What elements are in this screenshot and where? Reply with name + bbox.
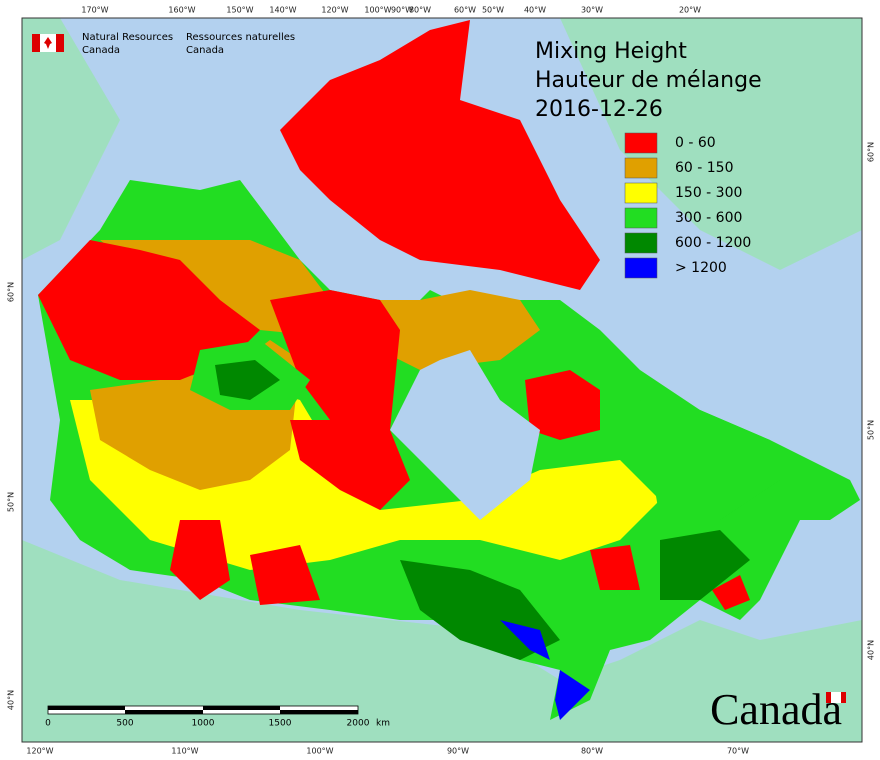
top-graticule-label: 60°W <box>454 6 476 15</box>
left-graticule-label: 50°N <box>7 492 16 512</box>
bottom-graticule-label: 100°W <box>306 747 333 756</box>
mixing-region <box>712 575 750 610</box>
left-graticule-label: 40°N <box>7 690 16 710</box>
scale-bar: km <box>47 705 390 729</box>
flag-bar <box>56 34 64 52</box>
maple-leaf <box>44 37 52 49</box>
legend-swatch <box>624 157 658 179</box>
legend-label: 150 - 300 <box>675 185 742 201</box>
wordmark: Canada <box>710 685 842 734</box>
water <box>390 350 540 520</box>
mixing-region <box>38 240 260 380</box>
legend-swatch <box>624 132 658 154</box>
frame <box>21 17 863 743</box>
mixing-region <box>170 520 230 600</box>
mixing-region <box>215 360 280 400</box>
agency-en: Natural Resources <box>82 32 173 43</box>
scale-label: 500 <box>116 719 133 729</box>
top-graticule-label: 170°W <box>81 6 108 15</box>
scale-label: 2000 <box>347 719 370 729</box>
top-graticule-label: 150°W <box>226 6 253 15</box>
scale-label: 0 <box>45 719 51 729</box>
right-graticule-label: 50°N <box>867 420 876 440</box>
mixing-height-regions <box>38 20 860 720</box>
legend-label: 600 - 1200 <box>675 235 751 251</box>
mixing-region <box>525 370 600 440</box>
title: 2016-12-26 <box>535 97 663 122</box>
top-graticule-label: 90°W <box>391 6 413 15</box>
right-graticule-label: 60°N <box>867 142 876 162</box>
bottom-graticule-label: 110°W <box>171 747 198 756</box>
legend-swatch <box>624 207 658 229</box>
mixing-region <box>250 545 320 605</box>
greenland <box>560 18 862 270</box>
agency-fr: Canada <box>186 45 224 56</box>
legend-swatch <box>624 232 658 254</box>
mixing-region <box>660 530 750 600</box>
legend-label: 300 - 600 <box>675 210 742 226</box>
agency-fr: Ressources naturelles <box>186 32 295 43</box>
mixing-region <box>640 400 780 520</box>
bottom-graticule-label: 70°W <box>727 747 749 756</box>
scale-bar-segment <box>48 706 125 710</box>
left-graticule-label: 60°N <box>7 282 16 302</box>
title: Mixing Height <box>535 39 687 64</box>
wordmark-flag-field <box>831 692 841 703</box>
mixing-region <box>555 670 590 720</box>
scale-bar-segment <box>125 710 203 714</box>
scale-unit: km <box>376 719 390 729</box>
bottom-graticule-label: 120°W <box>26 747 53 756</box>
scale-bar-segment <box>280 710 358 714</box>
bottom-graticule-label: 80°W <box>581 747 603 756</box>
legend-swatch <box>624 182 658 204</box>
mixing-region <box>590 545 640 590</box>
bottom-graticule-label: 90°W <box>447 747 469 756</box>
top-graticule-label: 20°W <box>679 6 701 15</box>
legend-label: 60 - 150 <box>675 160 734 176</box>
right-graticule-label: 40°N <box>867 640 876 660</box>
usa <box>22 540 862 742</box>
flag-bar <box>32 34 40 52</box>
scale-label: 1500 <box>269 719 292 729</box>
mixing-region <box>500 620 550 660</box>
legend-label: > 1200 <box>675 260 727 276</box>
top-graticule-label: 160°W <box>168 6 195 15</box>
agency-logo: Natural Resources Canada Ressources natu… <box>32 32 295 56</box>
top-graticule-label: 100°W <box>364 6 391 15</box>
top-graticule-label: 120°W <box>321 6 348 15</box>
title: Hauteur de mélange <box>535 68 762 93</box>
mixing-region <box>270 290 410 510</box>
top-graticule-label: 140°W <box>269 6 296 15</box>
scale-label: 1000 <box>192 719 215 729</box>
scale-bar-segment <box>203 706 280 710</box>
mixing-region <box>280 20 600 290</box>
legend-swatch <box>624 257 658 279</box>
legend-label: 0 - 60 <box>675 135 716 151</box>
top-graticule-label: 40°W <box>524 6 546 15</box>
alaska <box>22 18 120 260</box>
top-graticule-label: 30°W <box>581 6 603 15</box>
top-graticule-label: 80°W <box>409 6 431 15</box>
agency-en: Canada <box>82 45 120 56</box>
top-graticule-label: 50°W <box>482 6 504 15</box>
